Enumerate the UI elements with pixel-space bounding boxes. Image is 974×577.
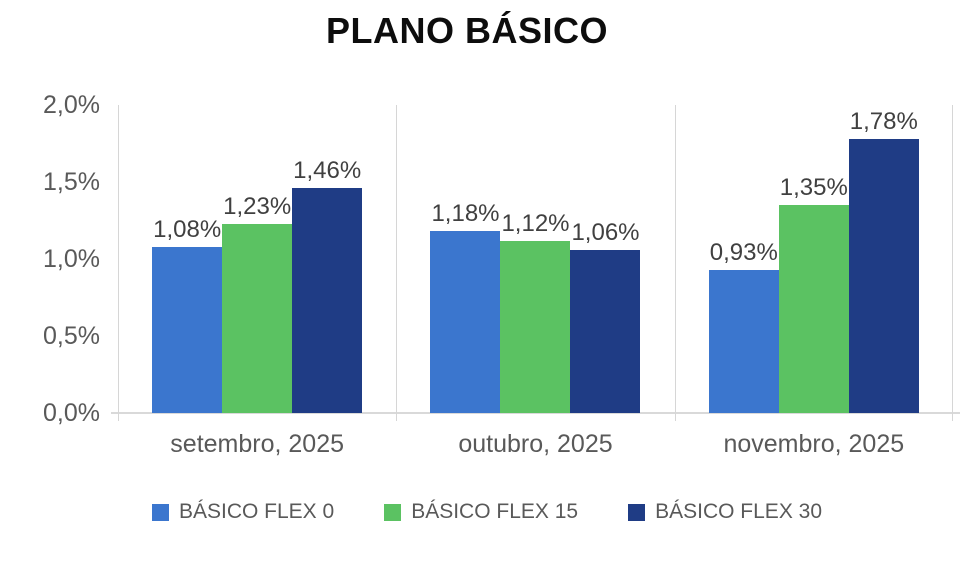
vertical-gridline-0 bbox=[118, 105, 119, 421]
x-tick-label-novembro-2025: novembro, 2025 bbox=[723, 430, 905, 458]
legend-item-b-sico-flex-15: BÁSICO FLEX 15 bbox=[384, 500, 578, 524]
legend-swatch-icon bbox=[151, 503, 169, 521]
data-label-b-sico-flex-0-novembro-2025: 0,93% bbox=[709, 239, 778, 266]
bar-b-sico-flex-15-outubro-2025: 1,12% bbox=[500, 210, 571, 413]
x-axis: setembro, 2025 outubro, 2025 novembro, 202… bbox=[118, 430, 953, 459]
data-label-b-sico-flex-15-novembro-2025: 1,35% bbox=[779, 174, 848, 201]
legend-label: BÁSICO FLEX 30 bbox=[655, 500, 823, 523]
vertical-gridline-1 bbox=[396, 105, 398, 421]
bar-b-sico-flex-0-outubro-2025: 1,18% bbox=[430, 200, 501, 413]
bar-b-sico-flex-15-setembro-2025: 1,23% bbox=[222, 193, 293, 413]
y-tick-label-0-0: 0,0% bbox=[43, 399, 100, 427]
bar-group-setembro-2025: 1,08% 1,23% 1,46% bbox=[118, 105, 396, 413]
bar-b-sico-flex-0-setembro-2025: 1,08% bbox=[152, 216, 223, 413]
bar-b-sico-flex-30-outubro-2025: 1,06% bbox=[570, 219, 641, 413]
y-axis: 0,0% 0,5% 1,0% 1,5% 2,0% bbox=[0, 91, 100, 427]
legend-item-b-sico-flex-0: BÁSICO FLEX 0 bbox=[151, 500, 335, 524]
bar-b-sico-flex-30-setembro-2025: 1,46% bbox=[292, 157, 363, 413]
chart-title: PLANO BÁSICO bbox=[325, 10, 608, 51]
x-tick-label-setembro-2025: setembro, 2025 bbox=[170, 430, 345, 458]
vertical-gridline-2 bbox=[674, 105, 676, 421]
data-label-b-sico-flex-30-outubro-2025: 1,06% bbox=[571, 219, 640, 246]
bar-group-outubro-2025: 1,18% 1,12% 1,06% bbox=[396, 105, 674, 413]
bar-group-novembro-2025: 0,93% 1,35% 1,78% bbox=[675, 105, 953, 413]
y-tick-label-1-0: 1,0% bbox=[43, 245, 100, 273]
plot-area: 1,08% 1,23% 1,46% 1,18% 1,12% 1,06% 0,93% 1,35%… bbox=[111, 105, 960, 421]
legend-swatch-icon bbox=[384, 503, 402, 521]
x-axis-line bbox=[111, 412, 960, 414]
vertical-gridline-3 bbox=[952, 105, 953, 421]
y-tick-label-1-5: 1,5% bbox=[43, 168, 100, 196]
legend-item-b-sico-flex-30: BÁSICO FLEX 30 bbox=[628, 500, 822, 524]
legend-label: BÁSICO FLEX 15 bbox=[411, 500, 579, 523]
bar-b-sico-flex-15-novembro-2025: 1,35% bbox=[778, 174, 849, 413]
bar-b-sico-flex-30-novembro-2025: 1,78% bbox=[848, 108, 919, 413]
data-label-b-sico-flex-0-setembro-2025: 1,08% bbox=[153, 216, 222, 243]
data-label-b-sico-flex-15-outubro-2025: 1,12% bbox=[501, 210, 570, 237]
y-tick-label-0-5: 0,5% bbox=[43, 322, 100, 350]
legend: BÁSICO FLEX 0 BÁSICO FLEX 15 BÁSICO FLEX 3… bbox=[0, 500, 974, 524]
data-label-b-sico-flex-30-novembro-2025: 1,78% bbox=[849, 108, 918, 135]
x-tick-label-outubro-2025: outubro, 2025 bbox=[458, 430, 613, 458]
data-label-b-sico-flex-30-setembro-2025: 1,46% bbox=[293, 157, 362, 184]
y-tick-label-2-0: 2,0% bbox=[43, 91, 100, 119]
bar-b-sico-flex-0-novembro-2025: 0,93% bbox=[708, 239, 779, 413]
data-label-b-sico-flex-15-setembro-2025: 1,23% bbox=[223, 193, 292, 220]
legend-label: BÁSICO FLEX 0 bbox=[178, 500, 335, 523]
legend-swatch-icon bbox=[628, 503, 646, 521]
data-label-b-sico-flex-0-outubro-2025: 1,18% bbox=[431, 200, 500, 227]
